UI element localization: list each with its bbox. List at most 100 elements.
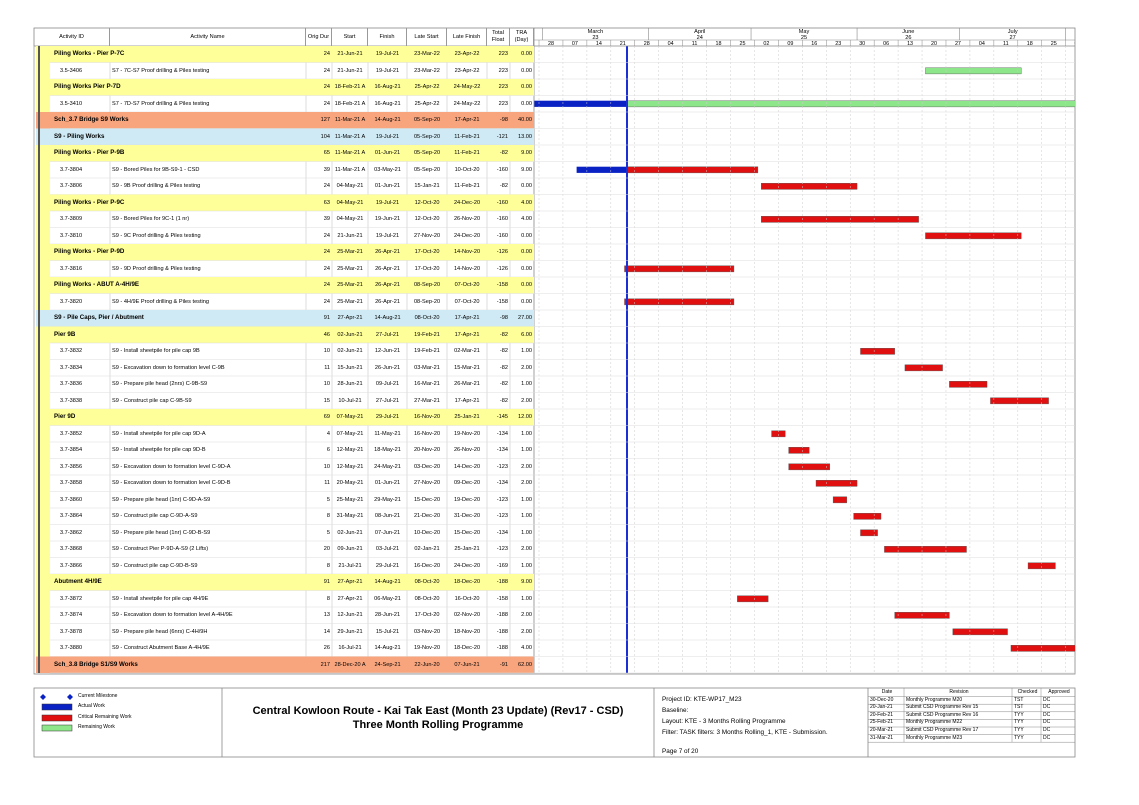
column-header: Total Float: [487, 28, 510, 46]
dur: 91: [323, 579, 330, 585]
total-float: -126: [496, 249, 508, 255]
legend-swatch: [41, 724, 73, 732]
dur: 4: [326, 430, 330, 437]
late-finish: 14-Dec-20: [453, 463, 481, 470]
layout: Layout: KTE - 3 Months Rolling Programme: [662, 718, 786, 725]
tra: 1.00: [521, 447, 532, 453]
dur: 10: [323, 348, 330, 354]
start: 07-May-21: [336, 414, 364, 420]
tra: 2.00: [521, 397, 532, 404]
finish: 03-May-21: [374, 166, 401, 173]
finish: 14-Aug-21: [374, 315, 401, 321]
start: 11-Mar-21 A: [334, 133, 366, 140]
revision-cell: 20-Mar-21: [870, 727, 894, 733]
late-start: 19-Feb-21: [414, 331, 440, 338]
dur: 6: [326, 447, 330, 453]
milestone-symbol: [40, 694, 46, 700]
dur: 24: [323, 282, 330, 288]
activity-name: S9 - Excavation down to formation level …: [112, 463, 231, 470]
total-float: -98: [499, 117, 508, 123]
id: 3.7-3809: [60, 216, 83, 222]
start: 04-May-21: [336, 216, 364, 222]
group-band: [50, 128, 534, 145]
id: 3.7-3868: [60, 546, 83, 552]
remaining-bar: [904, 364, 943, 372]
activity-name: S9 - 9D Proof drilling & Piles testing: [112, 265, 201, 272]
week-label: 09: [787, 41, 793, 47]
start: 11-Mar-21 A: [334, 150, 366, 156]
dur: 24: [323, 84, 330, 90]
dur: 5: [326, 496, 330, 503]
week-label: 06: [883, 41, 889, 47]
legend-label: Actual Work: [78, 703, 105, 709]
tra: 0.00: [521, 51, 532, 57]
dur: 5: [326, 529, 330, 536]
remaining-bar: [737, 595, 769, 603]
revision-header: Checked: [1017, 689, 1038, 695]
start: 25-Mar-21: [337, 249, 363, 255]
id: 3.7-3858: [60, 480, 83, 486]
late-start: 05-Sep-20: [413, 166, 441, 173]
wbs-edge: [38, 392, 40, 409]
wbs-edge: [38, 359, 40, 376]
late-start: 05-Sep-20: [413, 150, 441, 156]
revision-cell: DC: [1043, 711, 1051, 718]
week-label: 14: [596, 41, 602, 47]
group-name: Abutment 4H/9E: [54, 578, 102, 585]
gantt-area: [534, 46, 1075, 673]
late-finish: 02-Nov-20: [453, 612, 481, 618]
wbs-edge: [38, 376, 40, 393]
dur: 24: [323, 51, 330, 57]
late-finish: 24-Dec-20: [453, 562, 481, 569]
finish: 14-Aug-21: [374, 117, 401, 123]
finish: 16-Aug-21: [374, 84, 401, 90]
id: 3.7-3854: [60, 447, 83, 453]
group-band: [50, 112, 534, 129]
revision-cell: TST: [1014, 696, 1024, 703]
total-float: -123: [496, 463, 508, 470]
late-start: 05-Sep-20: [413, 117, 441, 123]
revision-header: Date: [881, 689, 893, 695]
tra: 1.00: [521, 430, 532, 437]
week-label: 18: [716, 41, 722, 47]
wbs-edge: [38, 178, 40, 195]
late-start: 25-Apr-22: [414, 100, 440, 107]
late-finish: 15-Dec-20: [453, 529, 481, 536]
revision-cell: TST: [1014, 704, 1024, 711]
week-label: 25: [1051, 41, 1057, 47]
activity-name: S9 - Construct Pier P-9D-A-S9 (2 Lifts): [112, 546, 209, 552]
late-start: 12-Oct-20: [414, 199, 440, 206]
late-start: 15-Dec-20: [413, 496, 441, 503]
tra: 0.00: [521, 100, 532, 107]
start: 04-May-21: [336, 183, 364, 189]
finish: 03-Jul-21: [375, 546, 400, 552]
month-label: July: [1008, 29, 1018, 35]
start: 18-Feb-21 A: [334, 100, 366, 107]
week-label: 20: [931, 41, 937, 47]
activity-name: S9 - Construct pile cap C-9B-S9: [112, 397, 192, 404]
tra: 0.00: [521, 249, 532, 255]
total-float: 223: [498, 100, 508, 107]
wbs-edge: [38, 194, 40, 211]
finish: 24-May-21: [374, 463, 401, 470]
finish: 19-Jul-21: [375, 133, 400, 140]
dur: 11: [324, 364, 330, 371]
id: 3.7-3860: [60, 496, 83, 503]
remaining-bar: [624, 265, 735, 273]
finish: 19-Jul-21: [375, 232, 400, 239]
activity-name: S7 - 7D-S7 Proof drilling & Piles testin…: [112, 100, 210, 107]
finish: 19-Jul-21: [375, 67, 400, 74]
activity-name: S9 - Construct pile cap C-9D-B-S9: [112, 562, 198, 569]
total-float: -134: [496, 480, 508, 486]
dur: 15: [323, 397, 330, 404]
dur: 24: [323, 249, 330, 255]
total-float: -158: [496, 282, 508, 288]
late-finish: 18-Nov-20: [453, 628, 481, 635]
group-band: [50, 194, 534, 211]
late-start: 08-Sep-20: [413, 298, 441, 305]
finish: 09-Jul-21: [375, 381, 400, 387]
start: 12-May-21: [336, 447, 364, 453]
tra: 9.00: [521, 150, 532, 156]
week-label: 11: [692, 41, 698, 47]
start: 25-Mar-21: [337, 298, 363, 305]
